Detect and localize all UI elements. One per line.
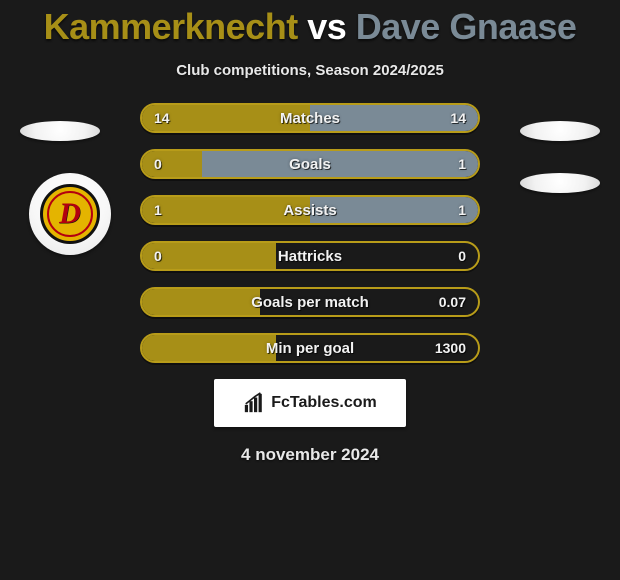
stat-row: 0Goals1 [140,149,480,179]
stat-value-right: 0 [406,248,466,264]
stat-text: Goals per match0.07 [142,289,478,315]
watermark: FcTables.com [214,379,406,427]
stat-label: Assists [214,202,406,219]
stat-label: Goals [214,156,406,173]
stat-bars: 14Matches140Goals11Assists10Hattricks0Go… [140,103,480,363]
player-right-name: Dave Gnaase [356,6,577,47]
stat-text: Min per goal1300 [142,335,478,361]
comparison-stage: D 14Matches140Goals11Assists10Hattricks0… [0,103,620,465]
stat-row: Goals per match0.07 [140,287,480,317]
stat-label: Matches [214,110,406,127]
bars-icon [243,392,265,414]
stat-value-right: 1300 [406,340,466,356]
stat-value-left: 0 [154,248,214,264]
stat-value-left: 14 [154,110,214,126]
stat-value-right: 1 [406,156,466,172]
avatar-placeholder-right-1 [520,121,600,141]
stat-row: 1Assists1 [140,195,480,225]
stat-row: 14Matches14 [140,103,480,133]
stat-text: 1Assists1 [142,197,478,223]
stat-value-left: 0 [154,156,214,172]
stat-row: Min per goal1300 [140,333,480,363]
stat-label: Goals per match [214,294,406,311]
stat-text: 0Goals1 [142,151,478,177]
player-left-name: Kammerknecht [44,6,298,47]
stat-value-right: 0.07 [406,294,466,310]
stat-value-right: 14 [406,110,466,126]
club-badge-letter: D [59,197,81,231]
club-badge: D [29,173,111,255]
stat-label: Min per goal [214,340,406,357]
avatar-placeholder-left [20,121,100,141]
stat-value-left: 1 [154,202,214,218]
stat-row: 0Hattricks0 [140,241,480,271]
date: 4 november 2024 [0,445,620,465]
stat-label: Hattricks [214,248,406,265]
page-title: Kammerknecht vs Dave Gnaase [0,0,620,48]
avatar-placeholder-right-2 [520,173,600,193]
watermark-text: FcTables.com [271,394,377,412]
stat-text: 14Matches14 [142,105,478,131]
stat-value-right: 1 [406,202,466,218]
subtitle: Club competitions, Season 2024/2025 [0,62,620,79]
club-badge-inner: D [40,184,100,244]
stat-text: 0Hattricks0 [142,243,478,269]
title-vs: vs [307,6,346,47]
